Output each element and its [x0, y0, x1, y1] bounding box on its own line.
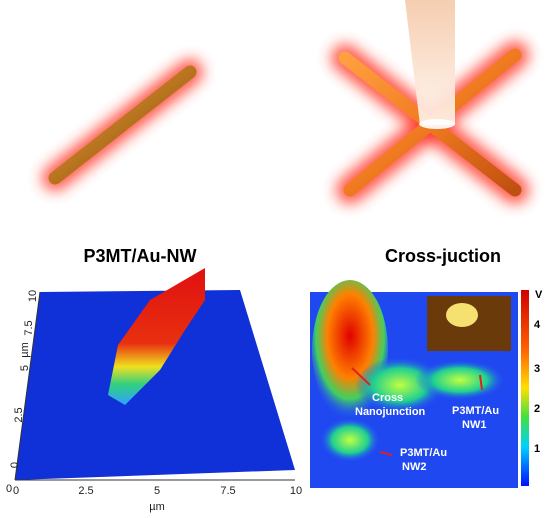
colorbar-tick: 2 — [534, 403, 540, 415]
colorbar-tick: 1 — [534, 443, 540, 455]
x-tick-label: 2.5 — [78, 485, 93, 497]
panel-title: Cross-juction — [385, 246, 501, 266]
kpfm-map — [310, 280, 529, 488]
y-tick-label: 5 — [19, 365, 31, 371]
colorbar-unit: V — [535, 289, 543, 301]
colorbar-tick: 3 — [534, 363, 540, 375]
annotation: P3MT/Au — [452, 405, 499, 417]
x-tick-label: 5 — [154, 485, 160, 497]
afm-surface — [14, 268, 295, 481]
y-tick-label: 7.5 — [23, 320, 35, 335]
y-axis-label: µm — [19, 342, 31, 358]
y-tick-label: 10 — [27, 290, 39, 302]
corner-label: 0 — [6, 483, 12, 495]
x-axis-label: µm — [149, 501, 165, 513]
x-tick-label: 7.5 — [220, 485, 235, 497]
annotation: NW2 — [402, 461, 426, 473]
annotation: Cross — [372, 392, 403, 404]
annotation: NW1 — [462, 419, 486, 431]
panel-title: P3MT/Au-NW — [84, 246, 197, 266]
nanowire-illustration — [42, 59, 203, 191]
annotation: Nanojunction — [355, 406, 426, 418]
colorbar-tick: 4 — [534, 319, 541, 331]
annotation: P3MT/Au — [400, 447, 447, 459]
x-tick-label: 0 — [13, 485, 19, 497]
y-tick-label: 2.5 — [13, 407, 25, 422]
y-tick-label: 0 — [9, 462, 21, 468]
x-tick-label: 10 — [290, 485, 302, 497]
cross-junction-illustration — [331, 0, 529, 204]
